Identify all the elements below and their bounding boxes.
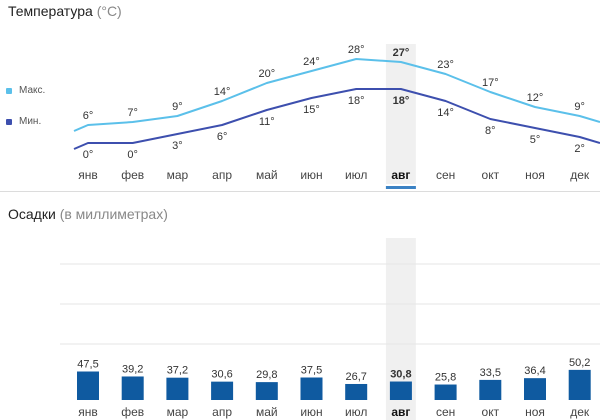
month-tick-label: сен [436, 168, 455, 182]
precip-value-label: 37,5 [301, 365, 322, 377]
max-value-label: 6° [83, 110, 94, 122]
temperature-unit: (°C) [96, 3, 122, 19]
legend-max-label: Макс. [19, 85, 46, 96]
precip-value-label: 33,5 [480, 367, 501, 379]
min-value-label: 0° [83, 149, 94, 161]
max-value-label: 20° [258, 68, 275, 80]
max-value-label: 28° [348, 44, 365, 56]
month-tick-label: июн [300, 168, 322, 182]
section-divider [0, 191, 600, 192]
precip-month-tick-label: фев [121, 405, 144, 419]
max-value-label: 17° [482, 77, 499, 89]
precip-month-tick-label: сен [436, 405, 455, 419]
precip-month-tick-label: июн [300, 405, 322, 419]
min-value-label: 2° [574, 143, 585, 155]
temperature-title-text: Температура [8, 3, 93, 19]
precipitation-chart: 47,5 39,2 37,2 30,6 29,8 37,5 26,7 30,8 25,8 33,5… [60, 238, 600, 420]
month-tick-label: июл [345, 168, 367, 182]
month-tick-label: фев [121, 168, 144, 182]
precip-value-label: 36,4 [524, 365, 545, 377]
precip-bar [345, 383, 368, 400]
precip-bar [255, 382, 278, 400]
legend-min-swatch [6, 118, 12, 125]
selected-month-marker [385, 186, 416, 189]
precip-month-tick-label: ноя [525, 405, 545, 419]
precip-value-label: 37,2 [167, 365, 188, 377]
precip-bar [300, 377, 323, 400]
temperature-chart: 6° 7° 9° 14° 20° 24° 28° 27° 23° 17° 12° 9° 0° 0° 3° 6°… [73, 44, 600, 189]
max-value-label: 12° [527, 92, 544, 104]
precip-month-tick-label: май [256, 405, 278, 419]
precip-month-tick-label: апр [212, 405, 232, 419]
month-tick-label: авг [391, 168, 410, 182]
month-tick-label: ноя [525, 168, 545, 182]
min-value-label: 14° [437, 107, 454, 119]
max-value-label: 27° [393, 47, 410, 59]
min-value-label: 18° [393, 95, 410, 107]
max-value-label: 24° [303, 56, 320, 68]
month-tick-label: мар [167, 168, 189, 182]
legend-max-swatch [6, 87, 12, 94]
precip-bar [389, 381, 412, 400]
precipitation-title: Осадки (в миллиметрах) [8, 206, 168, 222]
min-value-label: 8° [485, 125, 496, 137]
legend-min-label: Мин. [19, 116, 42, 127]
legend-min: Мин. [6, 116, 41, 127]
min-value-label: 6° [217, 131, 228, 143]
precip-value-label: 47,5 [77, 359, 98, 371]
max-value-label: 7° [127, 107, 138, 119]
precipitation-title-text: Осадки [8, 206, 56, 222]
series-line-max [73, 58, 600, 132]
legend-max: Макс. [6, 85, 45, 96]
month-tick-label: май [256, 168, 278, 182]
precip-month-tick-label: янв [78, 405, 98, 419]
precip-month-tick-label: июл [345, 405, 367, 419]
precip-value-label: 39,2 [122, 363, 143, 375]
min-value-label: 18° [348, 95, 365, 107]
month-tick-label: янв [78, 168, 98, 182]
precip-value-label: 50,2 [569, 357, 590, 369]
precip-bar [434, 384, 457, 400]
max-value-label: 9° [172, 101, 183, 113]
precip-bar [211, 381, 234, 400]
precip-value-label: 30,6 [211, 369, 232, 381]
month-tick-label: апр [212, 168, 232, 182]
month-tick-label: дек [570, 168, 590, 182]
precip-month-tick-label: мар [167, 405, 189, 419]
max-value-label: 14° [214, 86, 231, 98]
min-value-label: 5° [530, 134, 541, 146]
precip-bar [568, 369, 591, 400]
precip-bar [166, 377, 189, 400]
max-value-label: 23° [437, 59, 454, 71]
highlight-column [385, 44, 416, 184]
precip-value-label: 30,8 [390, 369, 411, 381]
precip-bar [121, 376, 144, 400]
precip-bar [524, 378, 546, 400]
precip-bar [479, 379, 502, 400]
precip-bar [77, 371, 99, 400]
precip-value-label: 25,8 [435, 372, 456, 384]
precip-value-label: 29,8 [256, 369, 277, 381]
min-value-label: 15° [303, 104, 320, 116]
min-value-label: 3° [172, 140, 183, 152]
precip-month-tick-label: дек [570, 405, 590, 419]
month-tick-label: окт [482, 168, 500, 182]
max-value-label: 9° [574, 101, 585, 113]
precip-value-label: 26,7 [345, 371, 366, 383]
series-line-min [73, 88, 600, 150]
precipitation-unit: (в миллиметрах) [59, 206, 168, 222]
precip-month-tick-label: авг [391, 405, 410, 419]
min-value-label: 11° [259, 116, 275, 128]
min-value-label: 0° [127, 149, 138, 161]
precip-month-tick-label: окт [482, 405, 500, 419]
temperature-title: Температура (°C) [8, 3, 122, 19]
